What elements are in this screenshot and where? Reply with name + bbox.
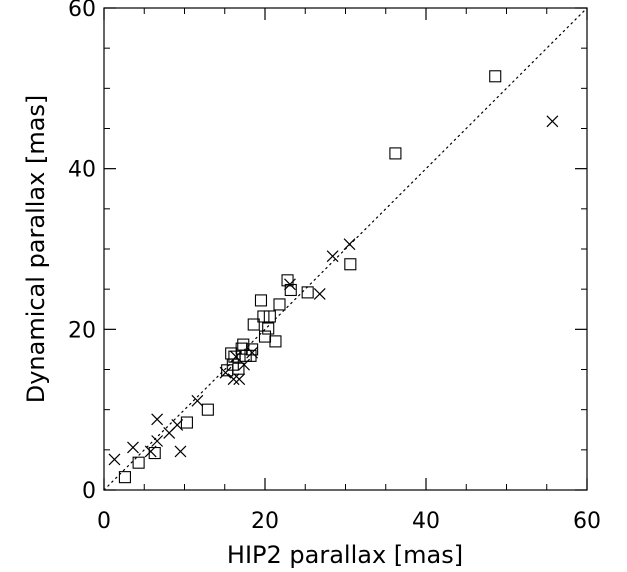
y-tick-label: 0 (82, 479, 96, 504)
square-marker-point (263, 310, 276, 323)
square-marker-point (132, 456, 145, 469)
cross-marker-point (108, 453, 121, 466)
cross-marker-point (284, 278, 296, 291)
cross-marker-point (233, 373, 246, 386)
x-tick-label: 0 (97, 509, 111, 534)
cross-marker-point (326, 250, 339, 263)
data-points-group (108, 70, 559, 484)
cross-marker-point (144, 445, 157, 458)
x-axis-label: HIP2 parallax [mas] (227, 541, 463, 569)
square-marker-point (118, 471, 131, 484)
square-marker-point (180, 416, 193, 429)
square-marker-point (269, 335, 282, 348)
y-axis-label: Dynamical parallax [mas] (22, 95, 50, 404)
x-tick-label: 20 (251, 509, 279, 534)
square-marker-point (246, 343, 259, 356)
axis-ticks-group: 0 20 40 60 0 20 40 60 (68, 0, 601, 534)
cross-marker-point (246, 346, 259, 359)
cross-marker-point (174, 445, 187, 458)
y-tick-label: 60 (68, 0, 96, 22)
cross-marker-point (227, 373, 240, 386)
square-marker-point (201, 403, 214, 416)
cross-marker-point (191, 394, 204, 407)
cross-marker-point (313, 288, 326, 300)
cross-marker-point (238, 358, 250, 371)
cross-marker-point (546, 115, 559, 128)
square-marker-point (254, 294, 268, 307)
x-tick-label: 40 (412, 509, 440, 534)
square-marker-point (257, 310, 270, 323)
square-marker-point (301, 286, 314, 299)
cross-marker-point (127, 441, 139, 454)
cross-marker-point (171, 419, 184, 431)
square-marker-point (148, 446, 161, 460)
square-marker-point (281, 274, 294, 287)
y-tick-label: 40 (68, 158, 96, 183)
square-marker-point (489, 70, 502, 83)
square-marker-point (247, 318, 260, 331)
x-tick-label: 60 (573, 509, 601, 534)
square-marker-point (273, 298, 286, 311)
square-marker-point (389, 147, 402, 160)
square-marker-point (344, 258, 357, 271)
square-marker-point (262, 322, 275, 335)
y-tick-label: 20 (68, 318, 96, 343)
square-marker-point (258, 330, 272, 343)
cross-marker-point (151, 413, 164, 426)
cross-marker-point (219, 366, 232, 379)
cross-marker-point (343, 238, 356, 251)
cross-marker-point (151, 435, 164, 447)
